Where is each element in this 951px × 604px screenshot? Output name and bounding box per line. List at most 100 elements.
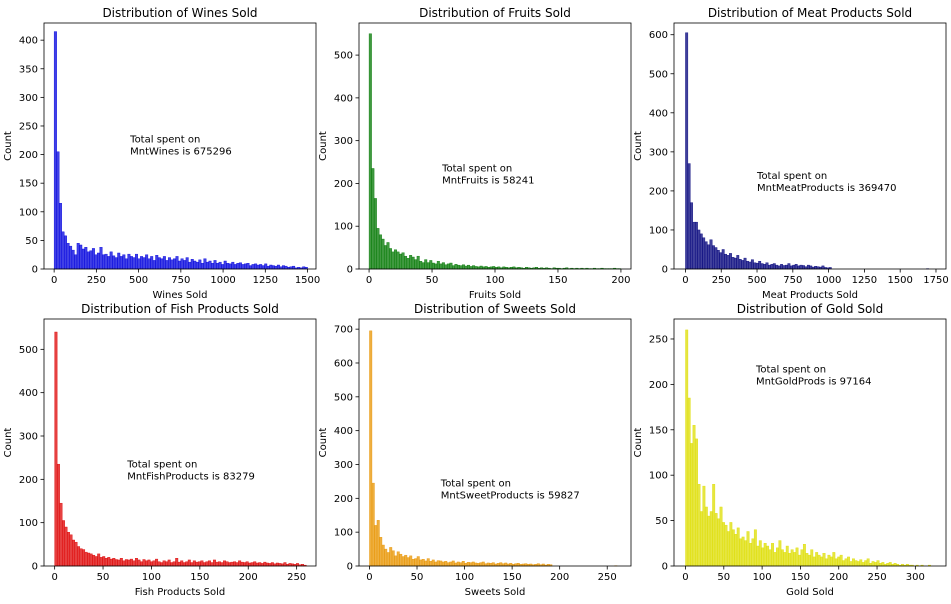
axes-frame xyxy=(673,22,947,270)
histogram-bar xyxy=(888,562,892,567)
histogram-bar xyxy=(886,563,890,567)
histogram-bar xyxy=(117,252,121,270)
histogram-bar xyxy=(259,264,263,270)
histogram-bar xyxy=(74,541,78,567)
y-tick-label: 100 xyxy=(334,222,353,233)
histogram-bar xyxy=(265,562,269,567)
histogram-bar xyxy=(192,560,196,567)
histogram-bar xyxy=(160,258,164,270)
histogram-bar xyxy=(170,259,174,270)
x-tick-label: 1750 xyxy=(923,275,948,286)
histogram-bar xyxy=(462,264,465,270)
histogram-bar xyxy=(258,562,262,567)
histogram-bar xyxy=(866,558,870,567)
histogram-bar xyxy=(761,547,765,567)
histogram-bar xyxy=(758,260,762,270)
histogram-bar xyxy=(454,562,458,567)
y-tick-label: 200 xyxy=(19,150,38,161)
chart-panel: 0 50 100 150 200 250 0 100 200 300 400 500 600 700 Dis… xyxy=(318,302,632,598)
histogram-bar xyxy=(177,561,181,567)
histogram-bar xyxy=(102,556,106,567)
histogram-bar xyxy=(794,264,798,270)
histogram-bar xyxy=(378,234,382,270)
histogram-bar xyxy=(112,558,116,567)
histogram-bar xyxy=(876,560,880,567)
histogram-bar xyxy=(466,562,470,567)
histogram-bar xyxy=(94,556,98,567)
y-tick-label: 300 xyxy=(334,136,353,147)
histogram-bar xyxy=(142,257,146,270)
y-tick-label: 0 xyxy=(662,562,668,573)
histogram-bar xyxy=(426,262,430,270)
y-tick-label: 400 xyxy=(334,93,353,104)
histogram-bar xyxy=(178,260,182,270)
histogram-bar xyxy=(216,263,220,270)
histogram-bar xyxy=(414,558,418,567)
y-tick-label: 700 xyxy=(334,325,353,336)
x-tick-label: 100 xyxy=(753,572,772,583)
histogram-bar xyxy=(844,558,848,567)
histogram-bar xyxy=(104,558,108,567)
histogram-bar xyxy=(84,247,88,270)
histogram-bar xyxy=(486,562,490,567)
total-spent-annotation: MntGoldProds is 97164 xyxy=(756,376,871,387)
total-spent-annotation: MntWines is 675296 xyxy=(130,147,232,158)
histogram-bar xyxy=(399,253,403,270)
histogram-bar xyxy=(439,560,443,567)
x-tick-label: 50 xyxy=(426,275,439,286)
histogram-bar xyxy=(249,265,253,270)
histogram-bar xyxy=(82,549,86,567)
histogram-bar xyxy=(731,257,735,270)
histogram-bar xyxy=(114,559,118,567)
histogram-bar xyxy=(829,556,833,567)
histogram-bar xyxy=(760,263,764,270)
x-tick-label: 300 xyxy=(906,572,925,583)
histogram-bar xyxy=(202,562,206,567)
histogram-bar xyxy=(814,266,818,270)
histogram-bar xyxy=(499,562,503,567)
histogram-bar xyxy=(697,229,701,270)
x-tick-label: 150 xyxy=(791,572,810,583)
histogram-bar xyxy=(436,560,440,567)
histogram-bar xyxy=(117,559,121,567)
histogram-bar xyxy=(394,555,398,567)
y-tick-label: 100 xyxy=(19,207,38,218)
histogram-bar xyxy=(261,265,265,270)
histogram-bar xyxy=(419,261,423,270)
y-tick-label: 100 xyxy=(334,528,353,539)
histogram-bar xyxy=(406,258,410,270)
histogram-bar xyxy=(86,251,90,270)
histogram-bar xyxy=(228,263,232,270)
histogram-bar xyxy=(414,259,418,270)
histogram-bar xyxy=(292,265,296,270)
histogram-bar xyxy=(369,330,373,567)
histogram-bar xyxy=(79,244,83,270)
histogram-bar xyxy=(856,561,860,567)
y-tick-label: 100 xyxy=(649,471,668,482)
y-tick-label: 300 xyxy=(649,147,668,158)
histogram-bar xyxy=(162,560,166,567)
x-tick-label: 50 xyxy=(97,572,110,583)
histogram-bar xyxy=(175,558,179,567)
histogram-bar xyxy=(766,545,770,567)
y-tick-label: 400 xyxy=(19,36,38,47)
chart-title: Distribution of Wines Sold xyxy=(102,6,257,20)
histogram-bar xyxy=(729,253,732,270)
histogram-bar xyxy=(195,561,199,567)
histogram-bar xyxy=(200,263,204,270)
histogram-bar xyxy=(175,256,179,270)
histogram-bar xyxy=(697,484,701,567)
histogram-bar xyxy=(119,558,123,567)
histogram-bar xyxy=(685,32,689,270)
histogram-bar xyxy=(822,553,826,567)
histogram-bar xyxy=(476,563,480,567)
histogram-bar xyxy=(376,228,380,270)
axes-frame xyxy=(358,22,632,270)
histogram-bar xyxy=(135,253,138,270)
histogram-bar xyxy=(800,549,804,567)
y-tick-label: 400 xyxy=(19,388,38,399)
histogram-bar xyxy=(200,560,204,567)
chart-panel: 0 50 100 150 200 250 0 100 200 300 400 500 Distribut… xyxy=(3,302,317,598)
histogram-bar xyxy=(253,561,257,567)
